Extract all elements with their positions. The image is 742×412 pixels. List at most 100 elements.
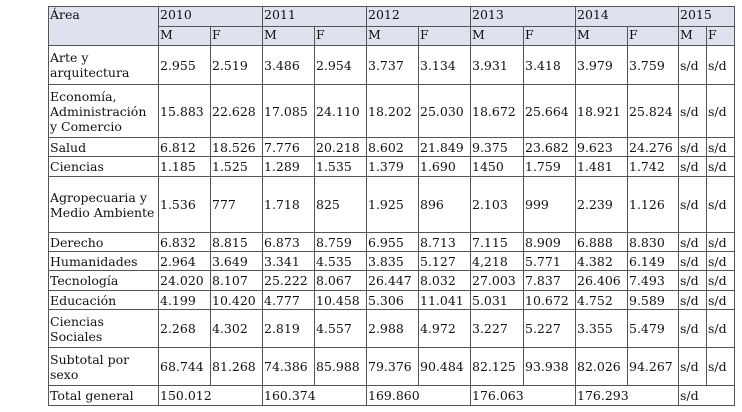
cell-value: 24.110: [314, 84, 367, 138]
cell-value: 3.649: [210, 251, 263, 271]
cell-value: 26.447: [366, 270, 419, 291]
cell-value: 11.041: [418, 290, 471, 310]
cell-value: 10.458: [314, 290, 367, 310]
year-header: 2010: [158, 6, 263, 27]
cell-value: 2.988: [366, 309, 419, 348]
cell-value: 9.375: [470, 137, 524, 157]
cell-value: 2.519: [210, 45, 263, 85]
cell-value: 5.031: [470, 290, 524, 310]
cell-value: 2.103: [470, 176, 524, 233]
cell-value: 3.227: [470, 309, 524, 348]
sex-header: F: [210, 26, 263, 46]
cell-value: 1.536: [158, 176, 211, 233]
row-label: Humanidades: [48, 251, 159, 271]
cell-value: 6.888: [575, 232, 628, 252]
cell-value: 10.672: [523, 290, 576, 310]
sex-header: F: [418, 26, 471, 46]
cell-value: s/d: [706, 347, 735, 386]
cell-value: s/d: [678, 45, 707, 85]
cell-value: 8.067: [314, 270, 367, 291]
cell-value: s/d: [706, 232, 735, 252]
cell-value: s/d: [706, 290, 735, 310]
cell-value: 1.525: [210, 156, 263, 177]
cell-value: 6.812: [158, 137, 211, 157]
cell-value: s/d: [678, 251, 707, 271]
cell-value: s/d: [678, 347, 707, 386]
data-row: Tecnología 24.020 8.107 25.222 8.067 26.447 8.…: [48, 270, 735, 291]
data-row: Arte y arquitectura 2.955 2.519 3.486 2.954 3…: [48, 45, 735, 85]
cell-value: 3.737: [366, 45, 419, 85]
cell-value: 5.771: [523, 251, 576, 271]
cell-value: 5.127: [418, 251, 471, 271]
cell-value: 22.628: [210, 84, 263, 138]
cell-value: 4.382: [575, 251, 628, 271]
cell-value: 15.883: [158, 84, 211, 138]
data-table: Área 2010 2011 2012 2013 2014 2015 M F M F M F M F M F M F…: [48, 6, 735, 406]
sex-header: M: [366, 26, 419, 46]
cell-value: 1.690: [418, 156, 471, 177]
cell-value: 896: [418, 176, 471, 233]
cell-value: 17.085: [262, 84, 315, 138]
cell-value: 3.979: [575, 45, 628, 85]
cell-value: 8.909: [523, 232, 576, 252]
year-header: 2013: [470, 6, 576, 27]
cell-value: 1.126: [627, 176, 679, 233]
cell-value: 1.759: [523, 156, 576, 177]
cell-value: 10.420: [210, 290, 263, 310]
cell-value: 18.921: [575, 84, 628, 138]
cell-value: 777: [210, 176, 263, 233]
year-header: 2015: [678, 6, 735, 27]
cell-value: 18.526: [210, 137, 263, 157]
cell-value: 6.832: [158, 232, 211, 252]
sex-header: M: [262, 26, 315, 46]
cell-value: 8.107: [210, 270, 263, 291]
cell-value: s/d: [678, 137, 707, 157]
cell-value: 27.003: [470, 270, 524, 291]
cell-value: 7.776: [262, 137, 315, 157]
cell-value: 7.115: [470, 232, 524, 252]
cell-value: 8.830: [627, 232, 679, 252]
cell-value: 4.777: [262, 290, 315, 310]
row-label: Educación: [48, 290, 159, 310]
cell-value: s/d: [678, 176, 707, 233]
cell-value: 85.988: [314, 347, 367, 386]
cell-value: 1.379: [366, 156, 419, 177]
cell-value: s/d: [678, 270, 707, 291]
cell-value: 5.306: [366, 290, 419, 310]
row-label: Subtotal por sexo: [48, 347, 159, 386]
cell-value: 3.418: [523, 45, 576, 85]
cell-value: 825: [314, 176, 367, 233]
data-row: Ciencias 1.185 1.525 1.289 1.535 1.379 1.690 14…: [48, 156, 735, 177]
cell-value: s/d: [706, 156, 735, 177]
data-row: Agropecuaria y Medio Ambiente 1.536 777 1.7…: [48, 176, 735, 233]
total-value: 176.293: [575, 385, 679, 406]
cell-value: 5.479: [627, 309, 679, 348]
cell-value: 8.759: [314, 232, 367, 252]
sex-header: F: [314, 26, 367, 46]
data-row: Derecho 6.832 8.815 6.873 8.759 6.955 8.713 7.1…: [48, 232, 735, 252]
cell-value: 4.557: [314, 309, 367, 348]
cell-value: 25.030: [418, 84, 471, 138]
year-header: 2012: [366, 6, 471, 27]
cell-value: s/d: [706, 137, 735, 157]
cell-value: 8.713: [418, 232, 471, 252]
row-label: Economía, Administración y Comercio: [48, 84, 159, 138]
data-row: Educación 4.199 10.420 4.777 10.458 5.306 11.0…: [48, 290, 735, 310]
cell-value: 1.185: [158, 156, 211, 177]
cell-value: 2.964: [158, 251, 211, 271]
cell-value: 79.376: [366, 347, 419, 386]
cell-value: 6.955: [366, 232, 419, 252]
cell-value: 7.493: [627, 270, 679, 291]
cell-value: 82.125: [470, 347, 524, 386]
cell-value: 1.535: [314, 156, 367, 177]
cell-value: 4.972: [418, 309, 471, 348]
cell-value: 3.759: [627, 45, 679, 85]
sex-header: F: [706, 26, 735, 46]
cell-value: 3.931: [470, 45, 524, 85]
cell-value: 93.938: [523, 347, 576, 386]
cell-value: 1.925: [366, 176, 419, 233]
data-row: Salud 6.812 18.526 7.776 20.218 8.602 21.849 9.…: [48, 137, 735, 157]
cell-value: 2.955: [158, 45, 211, 85]
data-row: Humanidades 2.964 3.649 3.341 4.535 3.835 5.12…: [48, 251, 735, 271]
